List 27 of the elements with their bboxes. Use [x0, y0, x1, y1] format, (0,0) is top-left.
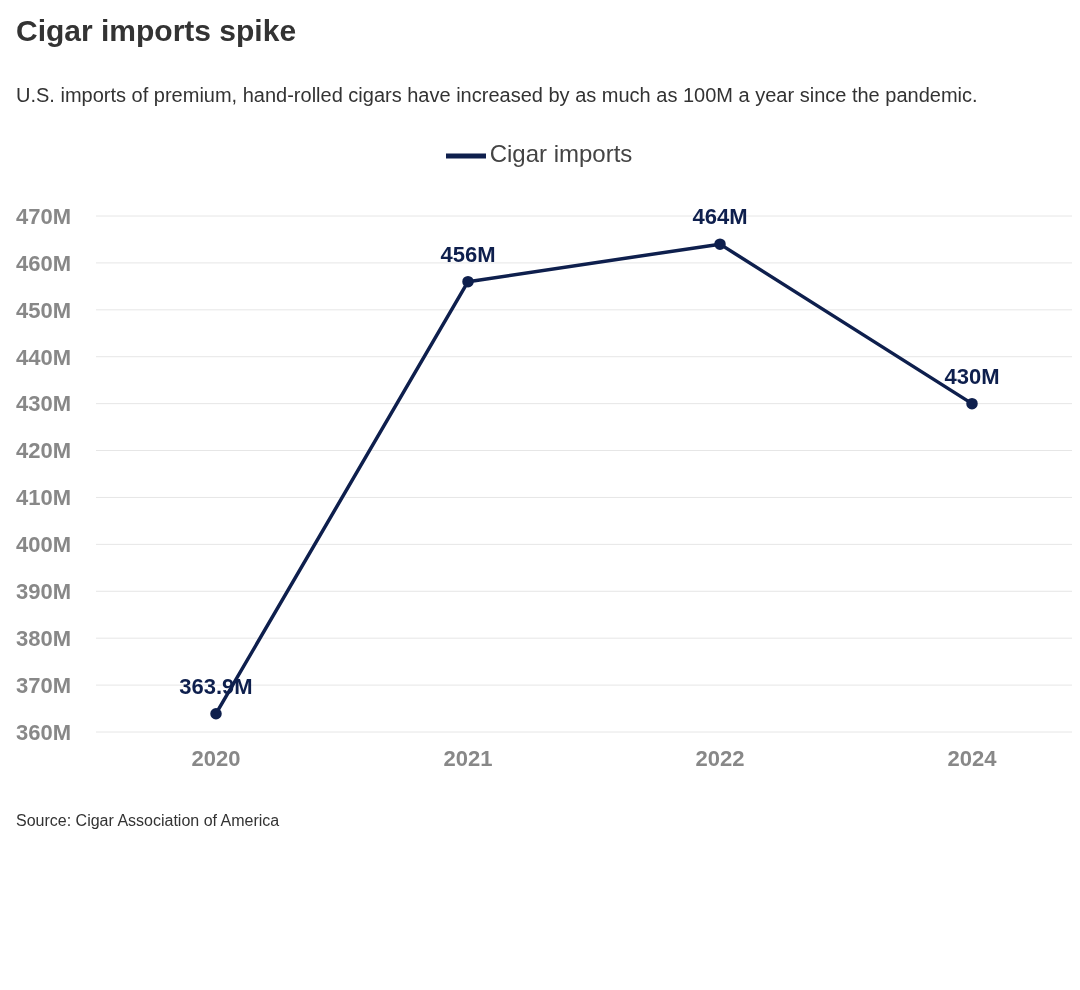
point — [210, 707, 222, 720]
y-tick-label: 360M — [16, 719, 72, 745]
y-tick-label: 380M — [16, 625, 72, 651]
y-tick-label: 450M — [16, 297, 72, 323]
x-tick-label: 2024 — [947, 745, 998, 771]
y-tick-label: 370M — [16, 672, 72, 698]
y-tick-label: 430M — [16, 391, 72, 417]
chart-subtitle: U.S. imports of premium, hand-rolled cigars have increased by as much as 100M a year since the pandemic. — [16, 83, 979, 108]
x-tick-label: 2020 — [191, 745, 241, 771]
x-tick-label: 2021 — [443, 745, 493, 771]
x-tick-label: 2022 — [695, 745, 745, 771]
y-tick-label: 410M — [16, 485, 72, 511]
legend-label: Cigar imports — [489, 140, 633, 168]
data-label: 464M — [692, 204, 748, 230]
point — [462, 275, 474, 288]
y-tick-label: 470M — [16, 203, 72, 229]
data-label: 456M — [440, 241, 496, 267]
point — [966, 397, 978, 410]
point — [714, 238, 726, 250]
chart-title: Cigar imports spike — [16, 14, 298, 48]
y-tick-label: 460M — [16, 250, 72, 276]
y-tick-label: 400M — [16, 532, 72, 558]
y-tick-label: 390M — [16, 579, 72, 605]
data-label: 430M — [944, 363, 1000, 389]
source-note: Source: Cigar Association of America — [16, 812, 281, 830]
y-tick-label: 440M — [16, 344, 72, 370]
y-tick-label: 420M — [16, 438, 72, 464]
